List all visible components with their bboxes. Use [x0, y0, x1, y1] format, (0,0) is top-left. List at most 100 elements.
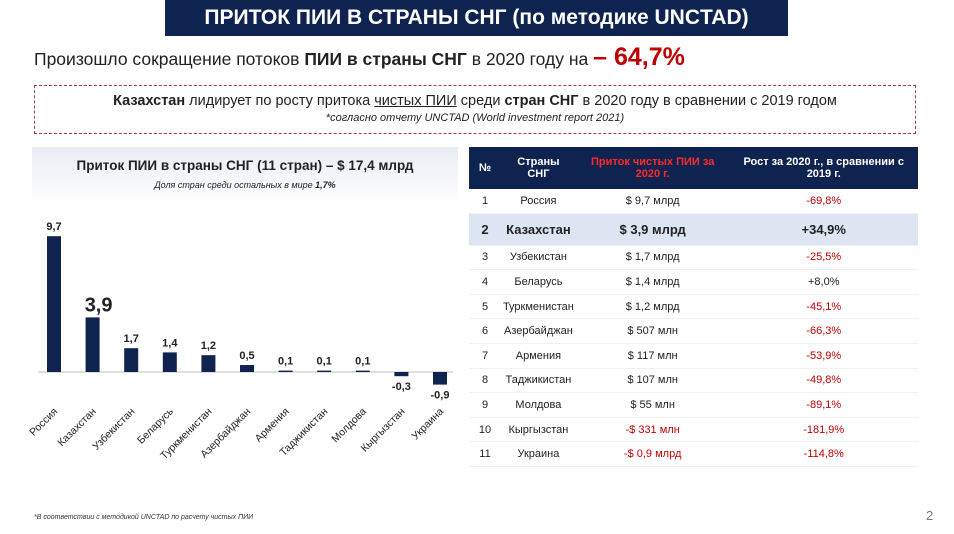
row-country: Беларусь [501, 269, 576, 295]
row-growth: -25,5% [729, 245, 918, 271]
chart-subtitle: Доля стран среди остальных в мире 1,7% [32, 180, 458, 190]
bar-4 [201, 355, 216, 372]
bar-9 [394, 372, 409, 377]
bar-label-0: 9,7 [46, 221, 61, 233]
row-num: 11 [469, 441, 501, 467]
headline-percent: – 64,7% [593, 43, 685, 71]
row-num: 9 [469, 392, 501, 418]
row-country: Таджикистан [501, 368, 576, 394]
row-growth: -49,8% [729, 368, 918, 394]
table-row: 1 Россия $ 9,7 млрд -69,8% [469, 189, 918, 214]
notice-cis: стран СНГ [504, 93, 579, 109]
chart-header: Приток ПИИ в страны СНГ (11 стран) – $ 1… [32, 147, 458, 205]
bar-label-6: 0,1 [278, 356, 293, 368]
bar-label-1: 3,9 [85, 294, 113, 316]
bar-label-2: 1,7 [124, 333, 139, 345]
chart-subtitle-text: Доля стран среди остальных в мире [154, 180, 316, 190]
row-country: Азербайджан [501, 318, 576, 344]
row-num: 10 [469, 417, 501, 443]
row-country: Казахстан [501, 213, 576, 246]
table-row: 11 Украина -$ 0,9 млрд -114,8% [469, 441, 918, 467]
row-growth: -181,9% [729, 417, 918, 443]
bar-2 [124, 348, 139, 372]
table-row: 9 Молдова $ 55 млн -89,1% [469, 392, 918, 418]
notice-text-2: среди [456, 93, 505, 109]
bar-6 [278, 370, 293, 372]
category-label-2: Узбекистан [90, 406, 137, 453]
headline: Произошло сокращение потоков ПИИ в стран… [34, 43, 685, 72]
category-label-6: Армения [253, 406, 292, 445]
row-inflow: -$ 0,9 млрд [575, 441, 730, 467]
fdi-bar-chart: 9,7Россия3,9Казахстан1,7Узбекистан1,4Бел… [27, 221, 453, 462]
row-inflow: $ 1,4 млрд [575, 269, 730, 295]
bar-5 [240, 365, 254, 372]
row-inflow: $ 107 млн [575, 368, 730, 394]
row-num: 8 [469, 368, 501, 394]
bar-0 [47, 236, 61, 372]
header-country: Страны СНГ [501, 147, 576, 189]
fdi-table: № Страны СНГ Приток чистых ПИИ за 2020 г… [469, 147, 918, 467]
row-country: Молдова [501, 392, 576, 418]
footnote: *В соответствии с методикой UNCTAD по ра… [34, 514, 254, 521]
row-growth: -66,3% [729, 318, 918, 344]
notice-kazakhstan: Казахстан [113, 93, 186, 109]
bar-label-10: -0,9 [431, 390, 450, 402]
row-num: 7 [469, 343, 501, 369]
slide-title: ПРИТОК ПИИ В СТРАНЫ СНГ (по методике UNC… [165, 0, 788, 36]
category-label-8: Молдова [329, 406, 369, 446]
row-inflow: $ 9,7 млрд [575, 189, 730, 214]
headline-bold: ПИИ в страны СНГ [304, 49, 467, 69]
row-country: Кыргызстан [501, 417, 576, 443]
headline-part1: Произошло сокращение потоков [34, 49, 305, 69]
notice-text-1: лидирует по росту притока [185, 93, 375, 109]
header-inflow: Приток чистых ПИИ за 2020 г. [575, 147, 730, 189]
row-num: 5 [469, 294, 501, 320]
row-country: Узбекистан [501, 245, 576, 271]
bar-label-4: 1,2 [201, 340, 216, 352]
row-inflow: -$ 331 млн [575, 417, 730, 443]
notice-source: *согласно отчету UNCTAD (World investmen… [325, 112, 625, 124]
row-num: 6 [469, 318, 501, 344]
bar-7 [317, 370, 332, 372]
row-num: 4 [469, 269, 501, 295]
row-inflow: $ 1,7 млрд [575, 245, 730, 271]
table-header-row: № Страны СНГ Приток чистых ПИИ за 2020 г… [469, 147, 918, 189]
bar-10 [433, 372, 447, 385]
row-inflow: $ 117 млн [575, 343, 730, 369]
row-num: 3 [469, 245, 501, 271]
headline-part2: в 2020 году на [466, 49, 594, 69]
category-label-0: Россия [27, 406, 60, 439]
row-inflow: $ 3,9 млрд [575, 213, 730, 246]
row-inflow: $ 507 млн [575, 318, 730, 344]
bar-label-7: 0,1 [317, 356, 332, 368]
bar-3 [162, 352, 177, 372]
notice-net-fdi: чистых ПИИ [374, 93, 457, 109]
table-row: 3 Узбекистан $ 1,7 млрд -25,5% [469, 245, 918, 271]
bar-8 [355, 370, 370, 372]
row-country: Армения [501, 343, 576, 369]
row-growth: +8,0% [729, 269, 918, 295]
table-row-highlight: 2 Казахстан $ 3,9 млрд +34,9% [469, 213, 918, 246]
page-number: 2 [926, 508, 934, 523]
table-row: 7 Армения $ 117 млн -53,9% [469, 343, 918, 369]
table-row: 8 Таджикистан $ 107 млн -49,8% [469, 368, 918, 394]
row-inflow: $ 1,2 млрд [575, 294, 730, 320]
row-country: Украина [501, 441, 576, 467]
row-growth: -114,8% [729, 441, 918, 467]
table-row: 6 Азербайджан $ 507 млн -66,3% [469, 318, 918, 344]
bar-label-8: 0,1 [355, 356, 370, 368]
bar-label-3: 1,4 [162, 337, 178, 349]
row-growth: -69,8% [729, 189, 918, 214]
row-growth: -53,9% [729, 343, 918, 369]
notice-box: Казахстан лидирует по росту притока чист… [34, 85, 916, 134]
row-num: 1 [469, 189, 501, 214]
table-row: 5 Туркменистан $ 1,2 млрд -45,1% [469, 294, 918, 320]
table-row: 10 Кыргызстан -$ 331 млн -181,9% [469, 417, 918, 443]
header-num: № [469, 147, 501, 189]
row-growth: +34,9% [729, 213, 918, 246]
row-country: Туркменистан [501, 294, 576, 320]
bar-label-5: 0,5 [239, 350, 254, 362]
chart-subtitle-value: 1,7% [315, 180, 336, 190]
table-row: 4 Беларусь $ 1,4 млрд +8,0% [469, 269, 918, 295]
row-num: 2 [469, 213, 501, 246]
